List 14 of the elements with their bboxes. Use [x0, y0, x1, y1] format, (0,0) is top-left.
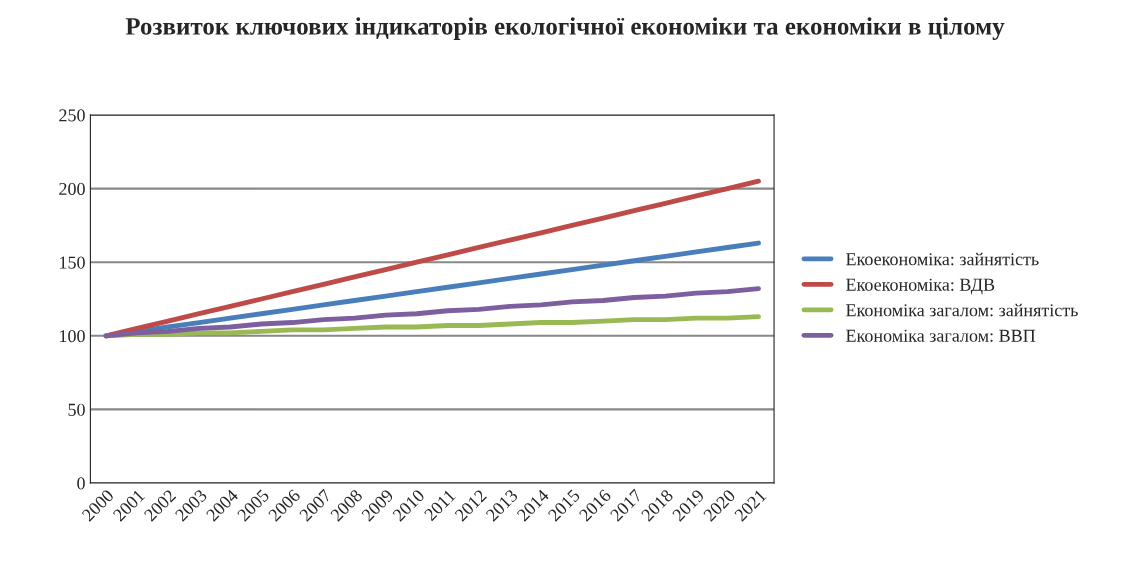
- line-series: [103, 286, 761, 339]
- chart-title: Розвиток ключових індикаторів екологічної економіки та економіки в цілому: [125, 17, 1005, 40]
- legend-label: Економіка загалом: ВВП: [846, 329, 1036, 342]
- legend-label: Екоекономіка: ВДВ: [846, 278, 995, 295]
- legend-label: Екоекономіка: зайнятість: [846, 252, 1039, 266]
- line-series: [103, 178, 761, 339]
- y-tick-label: 100: [60, 330, 85, 343]
- y-tick-label: 0: [77, 477, 85, 490]
- y-tick-label: 250: [59, 109, 85, 122]
- x-tick-label: 2011: [423, 489, 456, 522]
- y-tick-label: 200: [59, 182, 85, 196]
- legend-label: Економіка загалом: зайнятість: [846, 303, 1078, 317]
- y-tick-label: 50: [68, 403, 85, 416]
- y-tick-label: 150: [60, 256, 85, 269]
